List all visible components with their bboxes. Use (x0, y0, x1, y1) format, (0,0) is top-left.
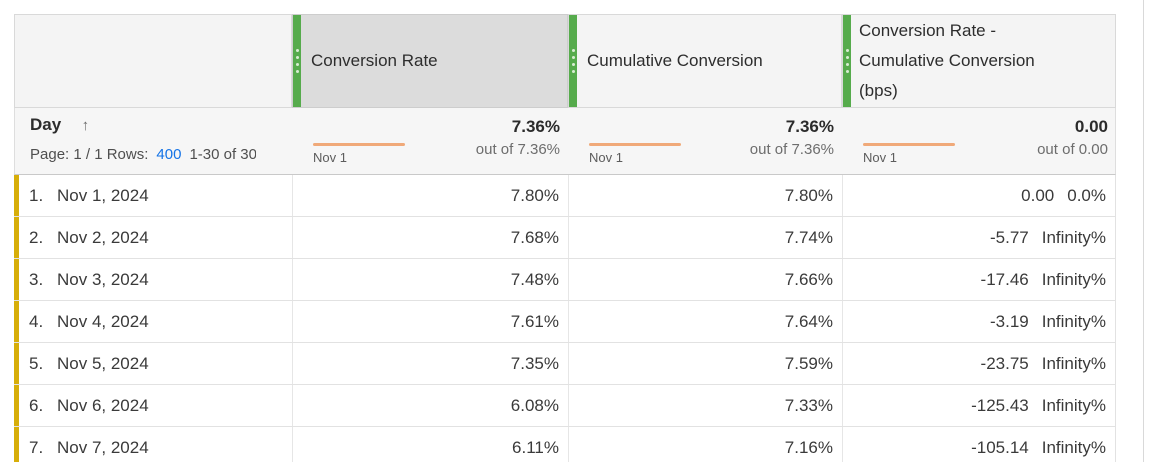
diff-bps-cell[interactable]: -125.43 Infinity% (842, 385, 1116, 426)
table-row: 2. Nov 2, 2024 7.68% 7.74% -5.77 Infinity… (14, 217, 1116, 259)
dimension-cell[interactable]: Nov 1, 2024 (57, 186, 149, 205)
pagination: Page: 1 / 1 Rows: 400 1-30 of 30 (30, 146, 256, 163)
column-drag-handle-icon[interactable] (569, 15, 577, 107)
diff-value: -105.14 (971, 438, 1029, 457)
summary-out-of: out of 7.36% (475, 141, 560, 158)
diff-bps-cell[interactable]: 0.00 0.0% (842, 175, 1116, 216)
diff-percent: Infinity% (1041, 396, 1106, 415)
row-index: 6. (29, 396, 44, 415)
diff-bps-cell[interactable]: -3.19 Infinity% (842, 301, 1116, 342)
row-index: 2. (29, 228, 44, 247)
dimension-label[interactable]: Day (30, 115, 62, 134)
conversion-rate-cell[interactable]: 7.80% (292, 175, 568, 216)
sparkline-label: Nov 1 (313, 150, 347, 165)
table-row: 4. Nov 4, 2024 7.61% 7.64% -3.19 Infinity… (14, 301, 1116, 343)
sparkline (313, 143, 405, 146)
table-row: 6. Nov 6, 2024 6.08% 7.33% -125.43 Infini… (14, 385, 1116, 427)
sort-ascending-icon[interactable]: ↑ (81, 117, 90, 134)
diff-bps-cell[interactable]: -105.14 Infinity% (842, 427, 1116, 462)
sparkline (589, 143, 681, 146)
dimension-cell[interactable]: Nov 2, 2024 (57, 228, 149, 247)
cumulative-conversion-cell[interactable]: 7.80% (568, 175, 842, 216)
dimension-cell[interactable]: Nov 6, 2024 (57, 396, 149, 415)
summary-cell-conversion-rate-cumulative-bps: Nov 1 0.00 out of 0.00 (843, 108, 1117, 174)
row-index: 4. (29, 312, 44, 331)
table-summary-row: Day ↑ Page: 1 / 1 Rows: 400 1-30 of 30 Nov… (14, 108, 1116, 175)
table-row: 5. Nov 5, 2024 7.35% 7.59% -23.75 Infinit… (14, 343, 1116, 385)
conversion-rate-cell[interactable]: 7.68% (292, 217, 568, 258)
column-drag-handle-icon[interactable] (293, 15, 301, 107)
conversion-rate-cell[interactable]: 6.08% (292, 385, 568, 426)
sparkline (863, 143, 955, 146)
column-drag-handle-icon[interactable] (843, 15, 851, 107)
cumulative-conversion-cell[interactable]: 7.16% (568, 427, 842, 462)
dimension-header-cell: Day ↑ Page: 1 / 1 Rows: 400 1-30 of 30 (28, 108, 294, 174)
table-body: 1. Nov 1, 2024 7.80% 7.80% 0.00 0.0% 2. N… (14, 175, 1116, 462)
dimension-cell[interactable]: Nov 7, 2024 (57, 438, 149, 457)
summary-out-of: out of 0.00 (1037, 141, 1108, 158)
row-index: 1. (29, 186, 44, 205)
diff-percent: Infinity% (1041, 228, 1106, 247)
pagination-range: 1-30 of 30 (189, 146, 256, 163)
column-header-label: Conversion Rate - Cumulative Conversion … (859, 21, 1035, 100)
diff-value: -125.43 (971, 396, 1029, 415)
table-row: 1. Nov 1, 2024 7.80% 7.80% 0.00 0.0% (14, 175, 1116, 217)
row-accent-bar (14, 259, 19, 300)
table-corner-cell (14, 14, 292, 108)
row-accent-bar (14, 343, 19, 384)
pagination-text: Page: 1 / 1 Rows: (30, 146, 149, 163)
row-accent-bar (14, 427, 19, 462)
sparkline-label: Nov 1 (589, 150, 623, 165)
summary-cell-cumulative-conversion: Nov 1 7.36% out of 7.36% (569, 108, 843, 174)
row-accent-bar (14, 175, 19, 216)
row-index: 3. (29, 270, 44, 289)
column-header-label: Cumulative Conversion (587, 51, 763, 70)
column-header-cumulative-conversion[interactable]: Cumulative Conversion (568, 14, 842, 108)
cumulative-conversion-cell[interactable]: 7.74% (568, 217, 842, 258)
diff-value: -5.77 (990, 228, 1029, 247)
column-header-label: Conversion Rate (311, 51, 438, 70)
diff-percent: Infinity% (1041, 438, 1106, 457)
cumulative-conversion-cell[interactable]: 7.66% (568, 259, 842, 300)
row-accent-bar (14, 301, 19, 342)
cumulative-conversion-cell[interactable]: 7.33% (568, 385, 842, 426)
dimension-cell[interactable]: Nov 3, 2024 (57, 270, 149, 289)
cumulative-conversion-cell[interactable]: 7.59% (568, 343, 842, 384)
column-header-conversion-rate-cumulative-bps[interactable]: Conversion Rate - Cumulative Conversion … (842, 14, 1116, 108)
row-accent-bar (14, 217, 19, 258)
rows-count-link[interactable]: 400 (156, 146, 182, 163)
column-header-conversion-rate[interactable]: Conversion Rate (292, 14, 568, 108)
diff-value: -23.75 (980, 354, 1029, 373)
dimension-cell[interactable]: Nov 4, 2024 (57, 312, 149, 331)
diff-percent: Infinity% (1041, 270, 1106, 289)
summary-total: 7.36% (785, 117, 834, 136)
conversion-rate-cell[interactable]: 7.35% (292, 343, 568, 384)
row-index: 5. (29, 354, 44, 373)
conversion-rate-cell[interactable]: 7.61% (292, 301, 568, 342)
diff-value: -3.19 (990, 312, 1029, 331)
diff-percent: Infinity% (1041, 354, 1106, 373)
diff-value: 0.00 (1021, 186, 1055, 205)
diff-value: -17.46 (980, 270, 1029, 289)
table-row: 7. Nov 7, 2024 6.11% 7.16% -105.14 Infini… (14, 427, 1116, 462)
table-row: 3. Nov 3, 2024 7.48% 7.66% -17.46 Infinit… (14, 259, 1116, 301)
conversion-rate-cell[interactable]: 7.48% (292, 259, 568, 300)
diff-percent: Infinity% (1041, 312, 1106, 331)
diff-bps-cell[interactable]: -17.46 Infinity% (842, 259, 1116, 300)
diff-percent: 0.0% (1067, 186, 1106, 205)
summary-cell-conversion-rate: Nov 1 7.36% out of 7.36% (293, 108, 569, 174)
conversion-rate-cell[interactable]: 6.11% (292, 427, 568, 462)
dimension-cell[interactable]: Nov 5, 2024 (57, 354, 149, 373)
panel-divider (1143, 0, 1144, 462)
cumulative-conversion-cell[interactable]: 7.64% (568, 301, 842, 342)
diff-bps-cell[interactable]: -23.75 Infinity% (842, 343, 1116, 384)
sparkline-label: Nov 1 (863, 150, 897, 165)
summary-out-of: out of 7.36% (749, 141, 834, 158)
summary-total: 7.36% (511, 117, 560, 136)
row-accent-bar (14, 385, 19, 426)
summary-total: 0.00 (1074, 117, 1108, 136)
diff-bps-cell[interactable]: -5.77 Infinity% (842, 217, 1116, 258)
row-index: 7. (29, 438, 44, 457)
